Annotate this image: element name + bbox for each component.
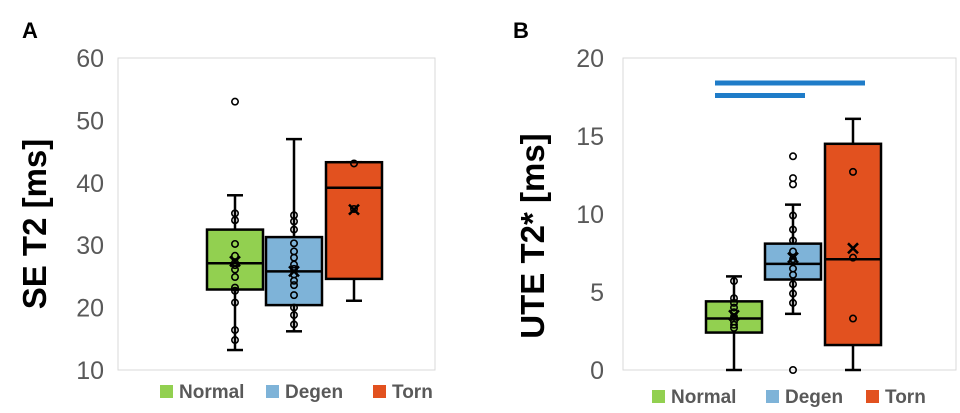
data-point: [729, 294, 738, 303]
data-point: [788, 365, 797, 374]
data-point: [349, 205, 358, 214]
data-point: [788, 152, 797, 161]
data-point: [231, 298, 240, 307]
data-point: [788, 236, 797, 245]
data-point: [231, 286, 240, 295]
data-point: [788, 247, 797, 256]
data-point: [289, 320, 298, 329]
data-point: [788, 180, 797, 189]
data-point: [848, 314, 857, 323]
y-tick-label: 40: [76, 170, 104, 198]
data-point: [788, 298, 797, 307]
mean-marker: [787, 251, 799, 264]
data-point: [231, 239, 240, 248]
legend-label: Degen: [285, 382, 343, 403]
data-point: [231, 326, 240, 335]
panel-a: A SE T2 [ms] 10 20 30 40 50 60 Normal Degen Torn: [16, 18, 436, 403]
data-point: [289, 225, 298, 234]
box: [763, 242, 823, 281]
y-tick-label: 10: [76, 357, 104, 385]
y-axis-label: SE T2 [ms]: [16, 139, 53, 310]
data-point: [231, 283, 240, 292]
box: [324, 160, 384, 281]
legend-label: Normal: [179, 382, 244, 403]
data-point: [289, 281, 298, 290]
data-point: [231, 336, 240, 345]
y-tick-label: 60: [76, 45, 104, 73]
data-point: [729, 277, 738, 286]
data-point: [289, 311, 298, 320]
y-tick-label: 20: [576, 45, 604, 73]
y-tick-label: 10: [576, 201, 604, 229]
panel-b-label: B: [513, 18, 529, 43]
legend-swatch: [266, 385, 279, 398]
panel-b: B UTE T2* [ms] 0 5 10 15 20 Normal Degen Torn: [513, 18, 957, 408]
data-point: [788, 280, 797, 289]
legend-swatch: [160, 385, 173, 398]
y-tick-label: 5: [590, 279, 604, 307]
mean-marker: [847, 242, 859, 255]
plot-area: [117, 57, 436, 371]
legend-swatch: [373, 385, 386, 398]
legend-swatch: [652, 390, 665, 403]
data-point: [289, 239, 298, 248]
legend-label: Normal: [671, 387, 736, 408]
data-point: [231, 273, 240, 282]
mean-marker: [728, 309, 740, 322]
y-tick-label: 20: [76, 295, 104, 323]
y-axis-label: UTE T2* [ms]: [514, 133, 551, 338]
mean-marker: [348, 203, 360, 216]
y-tick-label: 0: [590, 357, 604, 385]
legend-label: Torn: [392, 382, 433, 403]
data-point: [289, 303, 298, 312]
data-point: [289, 276, 298, 285]
data-point: [729, 323, 738, 332]
data-point: [289, 217, 298, 226]
legend-swatch: [766, 390, 779, 403]
data-point: [729, 303, 738, 312]
box: [823, 142, 883, 347]
data-point: [289, 260, 298, 269]
mean-marker: [288, 265, 300, 278]
y-tick-label: 15: [576, 123, 604, 151]
legend-swatch: [866, 390, 879, 403]
data-point: [231, 97, 240, 106]
data-point: [289, 291, 298, 300]
data-point: [788, 289, 797, 298]
data-point: [349, 159, 358, 168]
data-point: [788, 225, 797, 234]
data-point: [729, 320, 738, 329]
data-point: [848, 253, 857, 262]
data-point: [788, 211, 797, 220]
y-tick-label: 30: [76, 232, 104, 260]
data-point: [788, 270, 797, 279]
mean-marker: [229, 255, 241, 268]
y-tick-label: 50: [76, 107, 104, 135]
panel-a-label: A: [22, 18, 38, 43]
data-point: [231, 265, 240, 274]
legend-label: Torn: [885, 387, 926, 408]
legend-label: Degen: [785, 387, 843, 408]
data-point: [848, 167, 857, 176]
data-point: [729, 298, 738, 307]
data-point: [231, 216, 240, 225]
